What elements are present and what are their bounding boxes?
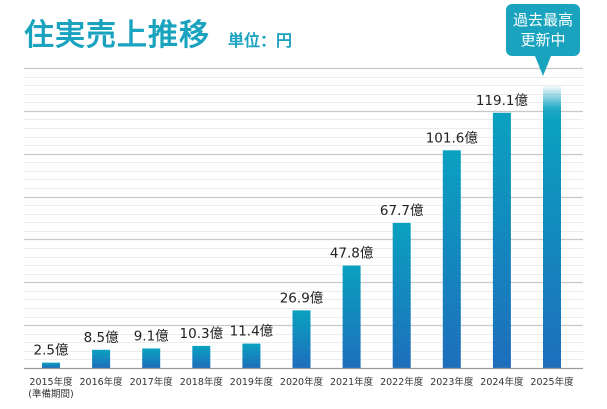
bar-2021年度 — [342, 265, 361, 368]
category-labels: 2015年度(準備期間) 2016年度 2017年度 2018年度 2019年度 2020… — [28, 376, 574, 400]
value-label: 67.7億 — [380, 203, 424, 219]
category-label: 2025年度 — [530, 376, 574, 388]
category-label: 2016年度 — [80, 376, 124, 388]
bar-2018年度 — [192, 345, 211, 368]
bar-2020年度 — [292, 310, 311, 368]
category-label: 2017年度 — [130, 376, 174, 388]
unit-label: 単位：円 — [228, 31, 293, 50]
bars — [42, 86, 561, 369]
value-label: 8.5億 — [84, 330, 119, 346]
bar-2024年度 — [492, 112, 511, 369]
callout-line-2: 更新中 — [520, 31, 566, 49]
bar-2022年度 — [392, 222, 411, 368]
value-label: 47.8億 — [330, 246, 374, 262]
category-label: 2020年度 — [280, 376, 324, 388]
category-label: 2024年度 — [480, 376, 524, 388]
category-label: 2022年度 — [380, 376, 424, 388]
value-label: 9.1億 — [134, 329, 169, 345]
category-sublabel: (準備期間) — [28, 388, 73, 400]
category-label: 2018年度 — [180, 376, 224, 388]
value-label: 101.6億 — [426, 130, 479, 146]
record-high-callout: 過去最高 更新中 — [506, 4, 580, 56]
value-label: 10.3億 — [180, 326, 224, 342]
category-label: 2015年度 — [29, 376, 73, 388]
chart-title: 住実売上推移 — [24, 18, 210, 53]
callout-line-1: 過去最高 — [512, 11, 573, 29]
bar-2017年度 — [142, 348, 161, 368]
bar-2016年度 — [92, 349, 111, 368]
value-label: 26.9億 — [280, 290, 324, 306]
bar-2025年度 — [543, 86, 561, 368]
category-label: 2023年度 — [430, 376, 474, 388]
bar-2023年度 — [442, 150, 461, 368]
callout-pointer-icon — [535, 56, 551, 76]
category-label: 2019年度 — [230, 376, 274, 388]
value-label: 119.1億 — [476, 93, 529, 109]
value-labels: 2.5億 8.5億 9.1億 10.3億 11.4億 26.9億 47.8億 67.7億 101… — [34, 93, 529, 359]
category-label: 2021年度 — [330, 376, 374, 388]
bar-2015年度 — [42, 362, 60, 368]
bar-2019年度 — [242, 343, 261, 368]
value-label: 11.4億 — [230, 324, 274, 340]
value-label: 2.5億 — [34, 343, 69, 359]
